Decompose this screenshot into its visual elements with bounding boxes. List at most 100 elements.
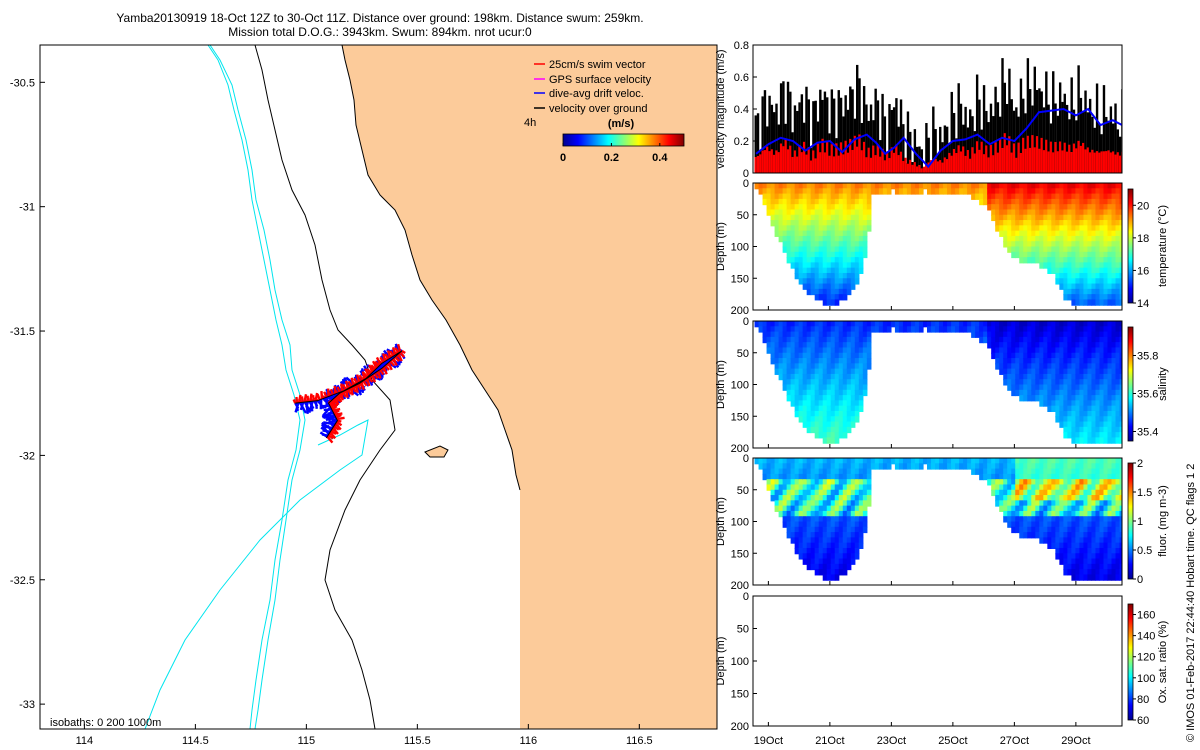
- swim-vector: [329, 403, 335, 409]
- profile-cell: [898, 463, 904, 470]
- profile-cell: [1107, 516, 1113, 523]
- profile-cell: [1031, 342, 1036, 349]
- profile-cell: [1019, 188, 1024, 195]
- profile-cell: [838, 542, 844, 549]
- profile-cell: [778, 225, 784, 232]
- profile-cell: [1107, 204, 1113, 211]
- profile-cell: [798, 198, 804, 206]
- profile-cell: [1035, 468, 1040, 475]
- profile-cell: [778, 220, 784, 227]
- profile-cell: [818, 262, 824, 269]
- profile-cell: [1107, 532, 1113, 539]
- profile-cell: [1099, 246, 1105, 253]
- profile-cell: [782, 495, 788, 502]
- profile-cell: [858, 368, 864, 375]
- profile-cell: [1119, 410, 1122, 418]
- profile-cell: [802, 468, 808, 475]
- profile-cell: [786, 526, 792, 534]
- profile-cell: [822, 347, 828, 354]
- profile-cell: [1083, 479, 1089, 486]
- profile-cell: [1111, 235, 1117, 243]
- profile-cell: [1027, 352, 1032, 360]
- profile-cell: [826, 342, 832, 349]
- profile-cell: [1059, 405, 1064, 412]
- profile-cell: [1083, 230, 1089, 237]
- profile-cell: [854, 336, 860, 344]
- profile-cell: [1055, 516, 1060, 523]
- profile-cell: [854, 500, 860, 507]
- profile-cell: [854, 405, 860, 412]
- profile-cell: [854, 225, 860, 232]
- profile-cell: [802, 347, 808, 354]
- profile-cell: [766, 484, 772, 491]
- profile-cell: [1019, 505, 1024, 512]
- profile-cell: [1067, 432, 1072, 439]
- profile-cell: [886, 463, 892, 470]
- profile-cell: [842, 183, 848, 190]
- profile-cell: [1039, 532, 1044, 539]
- profile-cell: [999, 463, 1004, 470]
- profile-cell: [862, 479, 868, 486]
- profile-cell: [1095, 395, 1101, 402]
- profile-cell: [798, 235, 804, 243]
- profile-cell: [1007, 220, 1012, 227]
- swim-speed-bar: [1098, 152, 1101, 173]
- swim-speed-bar: [823, 152, 826, 173]
- velocity-over-ground-bar: [959, 103, 963, 173]
- velocity-over-ground-bar: [844, 95, 847, 173]
- profile-cell: [1003, 473, 1008, 481]
- profile-cell: [1055, 484, 1060, 491]
- profile-cell: [1031, 463, 1036, 470]
- profile-cell: [1119, 384, 1122, 391]
- profile-cell: [830, 288, 836, 296]
- profile-cell: [806, 516, 812, 523]
- profile-cell: [1051, 321, 1056, 328]
- profile-cell: [1059, 521, 1064, 528]
- profile-cell: [1003, 225, 1008, 232]
- profile-cell: [975, 183, 980, 190]
- profile-cell: [1115, 432, 1121, 439]
- profile-cell: [1055, 188, 1060, 195]
- profile-cell: [830, 458, 836, 465]
- profile-cell: [1095, 204, 1101, 211]
- profile-cell: [1107, 288, 1113, 296]
- profile-cell: [1119, 489, 1122, 497]
- profile-cell: [991, 352, 996, 360]
- profile-cell: [862, 193, 868, 200]
- profile-cell: [1107, 400, 1113, 407]
- profile-cell: [858, 468, 864, 475]
- profile-cell: [1107, 278, 1113, 285]
- swim-speed-bar: [952, 148, 956, 173]
- profile-cell: [1075, 235, 1081, 243]
- profile-cell: [862, 510, 868, 518]
- profile-cell: [1055, 510, 1060, 518]
- profile-cell: [967, 326, 972, 333]
- profile-cell: [1027, 246, 1032, 253]
- profile-cell: [866, 463, 872, 470]
- profile-cell: [790, 336, 796, 344]
- swim-vector: [340, 387, 345, 392]
- profile-cell: [834, 193, 840, 200]
- profile-cell: [1103, 188, 1109, 195]
- profile-cell: [1111, 204, 1117, 211]
- profile-cell: [1063, 352, 1068, 360]
- profile-cell: [959, 326, 964, 333]
- profile-cell: [1015, 214, 1020, 222]
- profile-cell: [918, 321, 924, 328]
- profile-cell: [1099, 235, 1105, 243]
- profile-cell: [850, 379, 856, 386]
- profile-cell: [850, 342, 856, 349]
- profile-cell: [1091, 347, 1097, 354]
- velocity-over-ground-bar: [1019, 78, 1023, 173]
- swim-vector: [353, 384, 359, 390]
- velocity-over-ground-bar: [1107, 120, 1110, 173]
- profile-cell: [1083, 220, 1089, 227]
- profile-cell: [826, 574, 832, 581]
- profile-cell: [1119, 542, 1122, 549]
- velocity-over-ground-bar: [772, 112, 776, 173]
- profile-cell: [1043, 235, 1048, 243]
- profile-cell: [846, 204, 852, 211]
- profile-cell: [786, 458, 792, 465]
- profile-cell: [842, 262, 848, 269]
- profile-cell: [1035, 373, 1040, 381]
